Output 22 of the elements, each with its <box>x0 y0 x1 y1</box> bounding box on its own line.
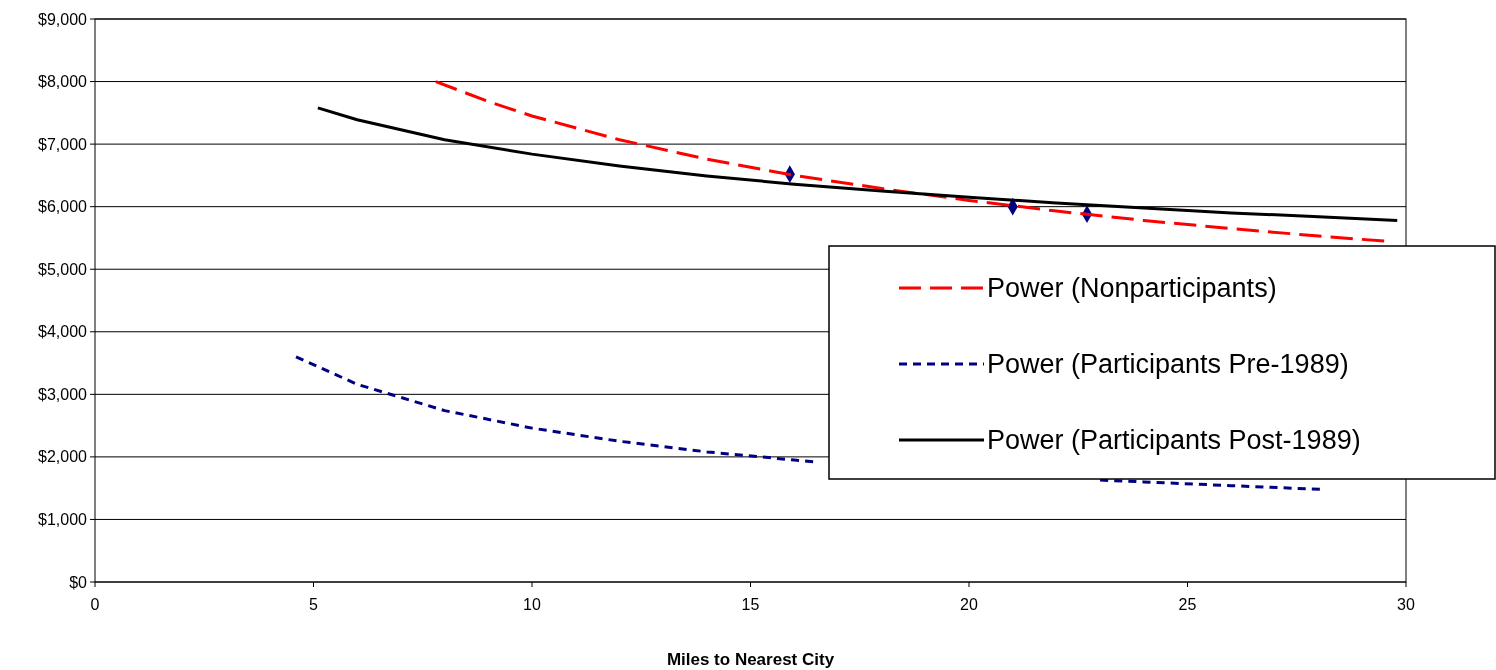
y-tick-label: $2,000 <box>38 448 88 466</box>
y-tick-label: $5,000 <box>38 260 88 278</box>
x-tick-label: 20 <box>960 596 978 613</box>
legend-label: Power (Participants Post-1989) <box>987 425 1361 456</box>
legend-label: Power (Participants Pre-1989) <box>987 349 1349 380</box>
y-tick-label: $0 <box>69 573 88 591</box>
y-tick-label: $7,000 <box>38 135 88 153</box>
x-tick-label: 15 <box>741 596 760 613</box>
x-axis-title: Miles to Nearest City <box>666 650 835 669</box>
line-series <box>434 80 1386 243</box>
x-tick-label: 5 <box>309 596 319 613</box>
x-tick-label: 10 <box>523 596 541 613</box>
x-tick-label: 30 <box>1397 596 1415 613</box>
y-tick-label: $4,000 <box>38 323 88 341</box>
y-tick-label: $6,000 <box>38 198 88 216</box>
y-tick-label: $8,000 <box>38 73 88 91</box>
x-tick-label: 25 <box>1178 596 1197 613</box>
x-tick-label: 0 <box>90 596 100 613</box>
y-tick-label: $1,000 <box>38 511 88 529</box>
y-tick-label: $9,000 <box>38 10 88 28</box>
y-tick-label: $3,000 <box>38 385 88 403</box>
legend-label: Power (Nonparticipants) <box>987 273 1277 304</box>
